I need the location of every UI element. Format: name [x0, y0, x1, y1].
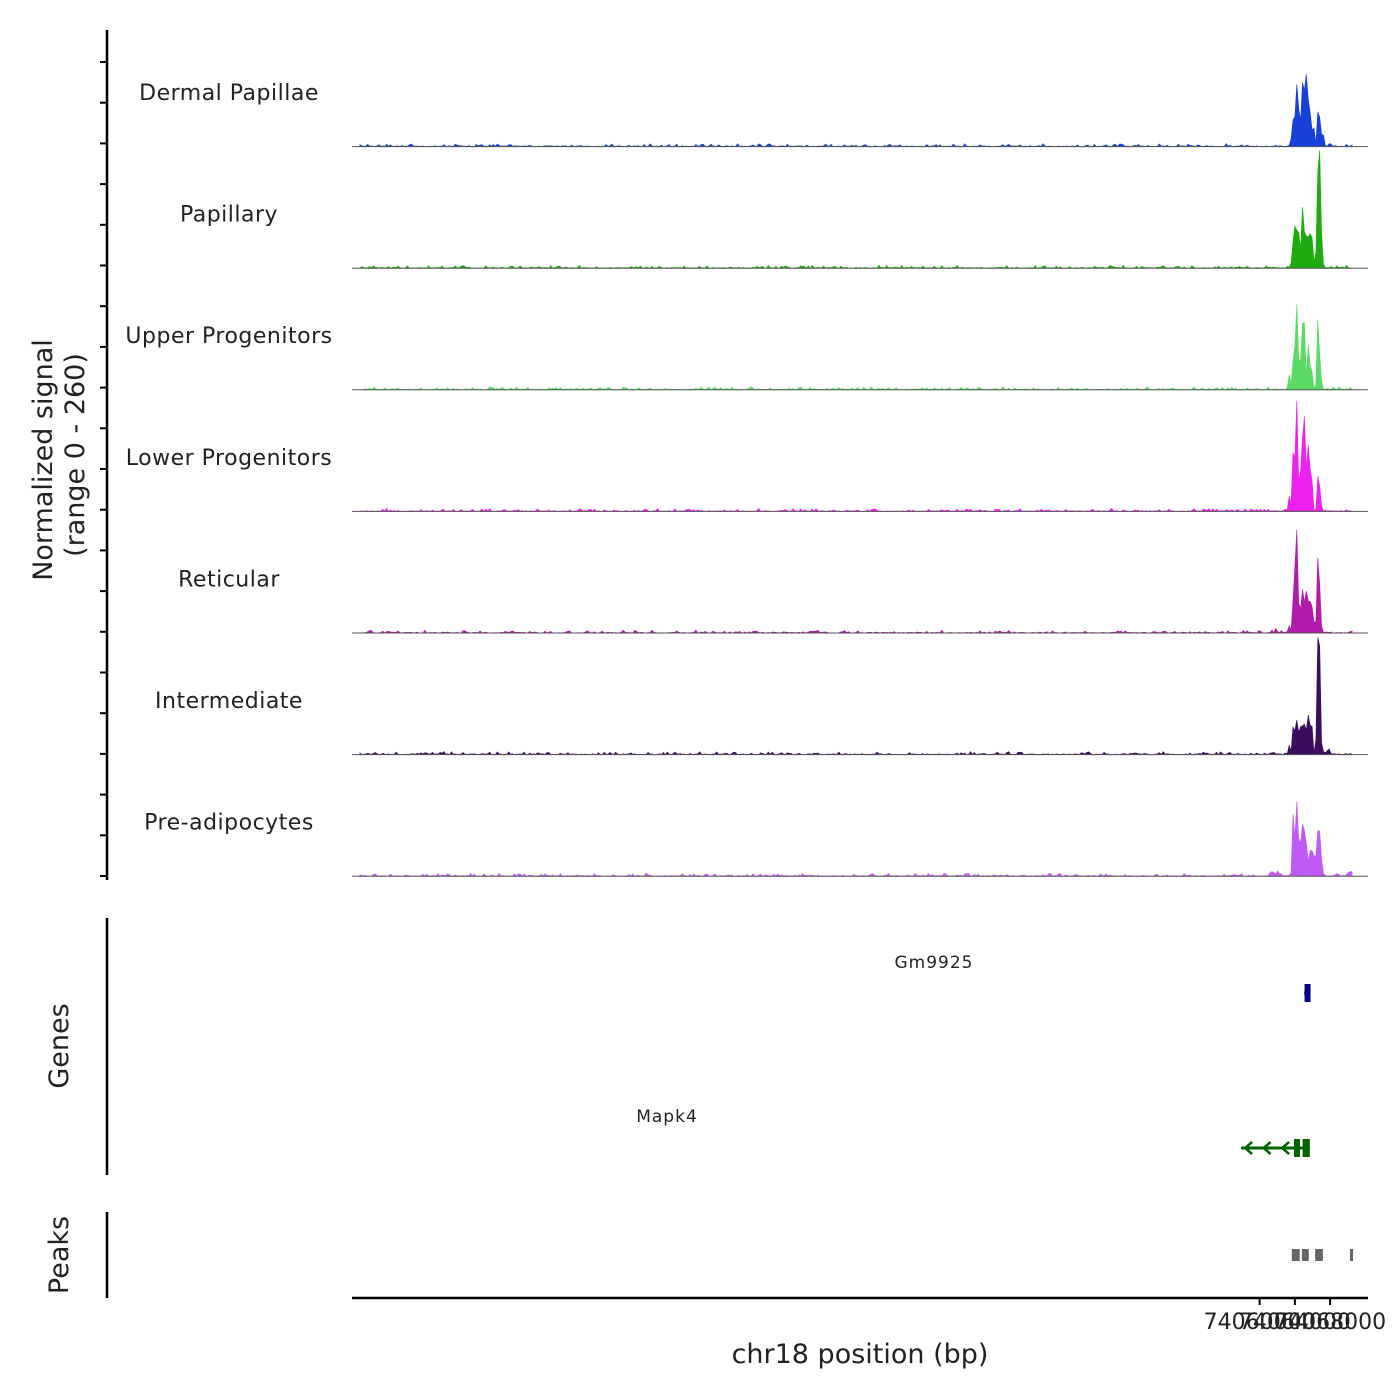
x-tick-label: 74060000 [1204, 1310, 1316, 1335]
peak-region [1301, 1249, 1309, 1261]
gene-label-mapk4: Mapk4 [636, 1107, 698, 1127]
peak-region [1315, 1249, 1323, 1261]
exon-gm9925 [1304, 984, 1311, 1002]
x-tick-label: 74068000 [1274, 1310, 1386, 1335]
track-area-intermediate [359, 637, 1353, 756]
tracks-layer: Dermal Papillae Papillary Upper Progenitor… [125, 74, 1368, 877]
track-label-reticular: Reticular [178, 567, 280, 592]
track-area-papillary [359, 150, 1353, 269]
track-label-intermediate: Intermediate [155, 689, 303, 714]
track-label-pre-adipocytes: Pre-adipocytes [144, 811, 314, 836]
strand-arrow [1243, 1141, 1253, 1155]
track-label-lower-progenitors: Lower Progenitors [126, 446, 332, 471]
genes-layer: Gm9925 Mapk4 [636, 953, 1311, 1157]
gene-label-gm9925: Gm9925 [895, 953, 974, 973]
track-label-papillary: Papillary [180, 203, 278, 228]
exon-mapk4 [1293, 1139, 1300, 1157]
peaks-layer [1291, 1249, 1354, 1261]
y-axis-range: (range 0 - 260) [60, 353, 91, 557]
strand-arrow [1261, 1141, 1272, 1155]
track-area-upper-progenitors [359, 304, 1353, 391]
peaks-panel-label: Peaks [44, 1216, 75, 1294]
x-tick-label: 74064000 [1239, 1310, 1351, 1335]
track-label-upper-progenitors: Upper Progenitors [125, 324, 332, 349]
x-axis-title: chr18 position (bp) [732, 1339, 989, 1370]
exon-mapk4 [1303, 1139, 1310, 1157]
genes-panel-label: Genes [44, 1003, 75, 1088]
strand-arrow [1280, 1141, 1290, 1155]
peak-region [1349, 1249, 1354, 1261]
track-area-dermal-papillae [359, 74, 1353, 148]
peak-region [1291, 1249, 1300, 1261]
y-axis-title: Normalized signal [28, 339, 59, 581]
track-area-pre-adipocytes [359, 801, 1353, 877]
track-area-lower-progenitors [359, 400, 1353, 512]
track-label-dermal-papillae: Dermal Papillae [139, 81, 319, 106]
track-area-reticular [359, 529, 1353, 634]
